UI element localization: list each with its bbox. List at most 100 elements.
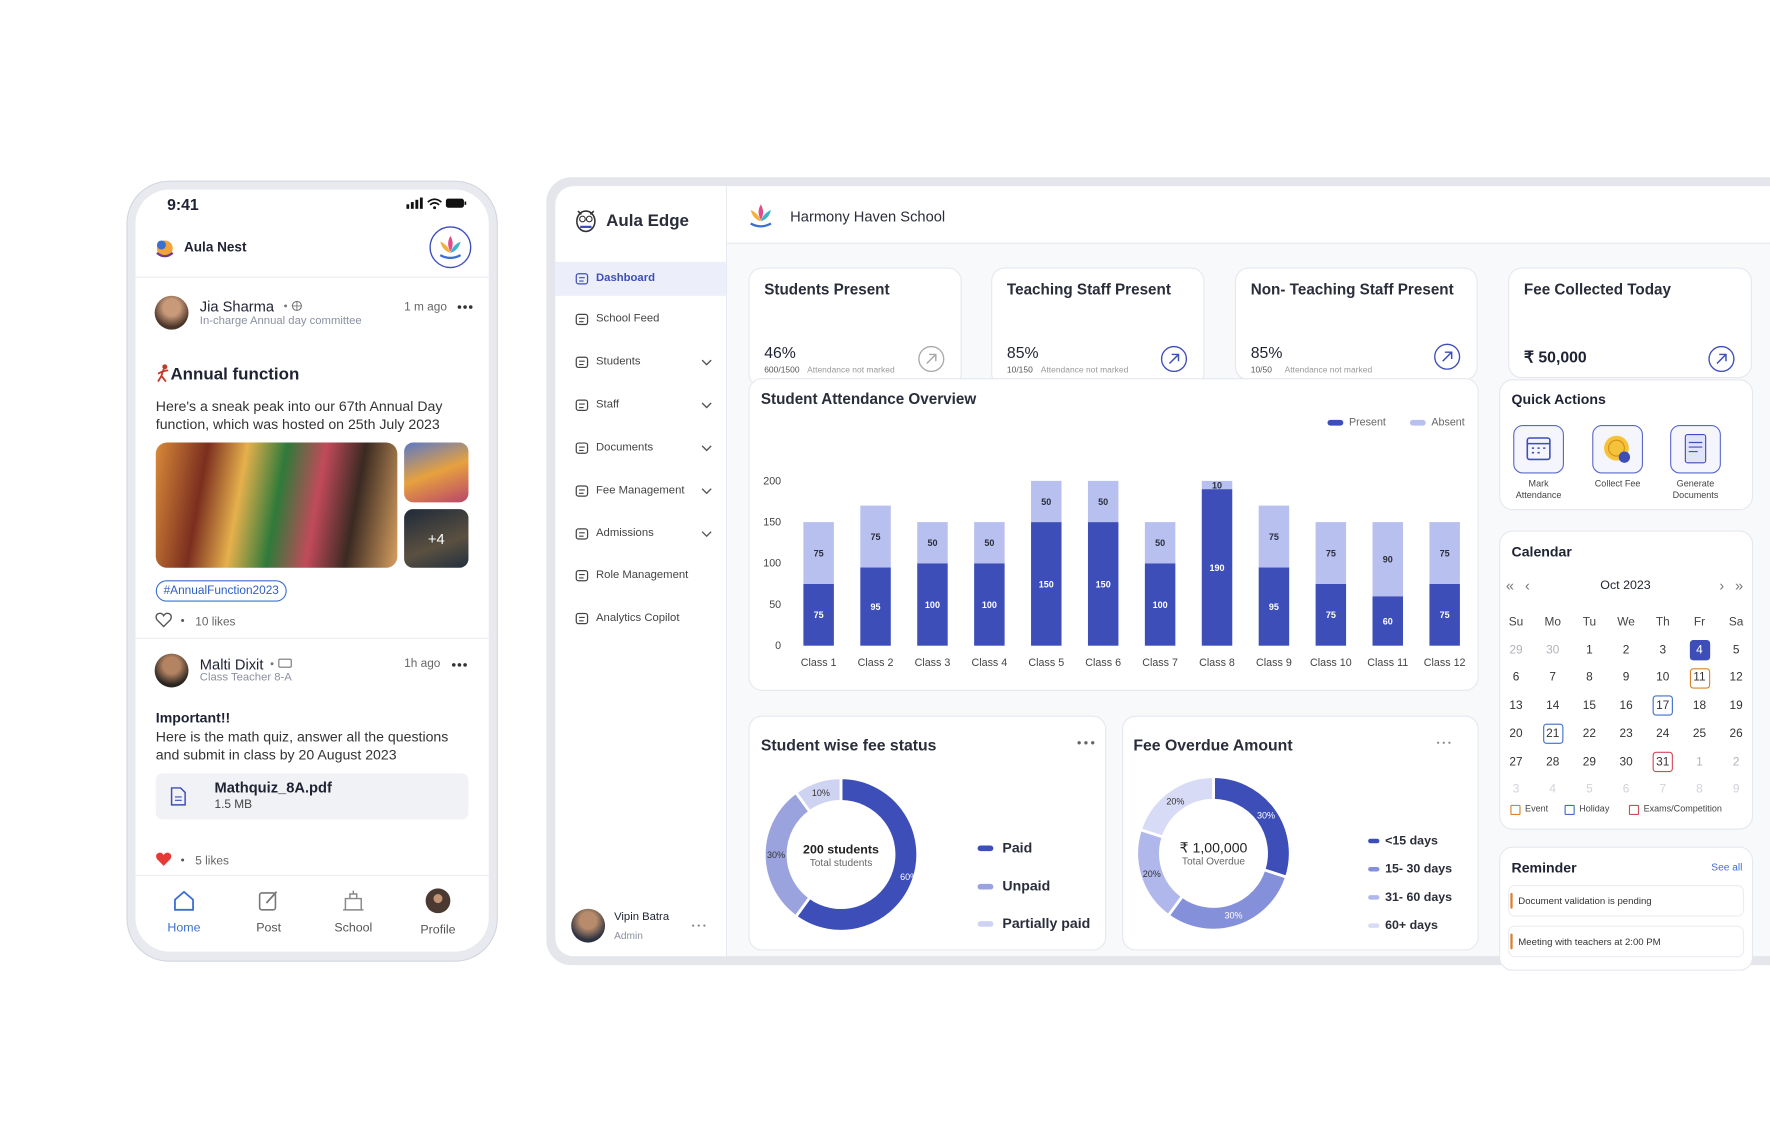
chevron[interactable] [701, 488, 712, 496]
calendar-day[interactable]: 10 [1656, 671, 1670, 685]
calendar-day[interactable]: 12 [1729, 671, 1743, 685]
prev-year[interactable]: « [1505, 576, 1515, 594]
calendar-day[interactable]: 2 [1732, 754, 1740, 769]
nav-label[interactable]: Profile [420, 923, 456, 937]
calendar-day[interactable]: 1 [1586, 643, 1593, 657]
calendar-day[interactable]: 29 [1582, 754, 1596, 769]
quick-action-icon[interactable] [1513, 424, 1565, 474]
calendar-day[interactable]: 26 [1729, 726, 1743, 741]
calendar-day[interactable]: 21 [1542, 723, 1563, 745]
calendar-day[interactable]: 19 [1729, 698, 1743, 713]
icon-circle [1077, 741, 1081, 745]
icon-circle [463, 305, 467, 309]
user-menu[interactable] [691, 922, 707, 929]
chevron[interactable] [701, 531, 712, 539]
calendar-day[interactable]: 4 [1549, 782, 1557, 797]
stat-open[interactable] [918, 345, 945, 373]
calendar-day[interactable]: 22 [1582, 726, 1596, 741]
calendar-day[interactable]: 27 [1509, 754, 1523, 769]
card-menu[interactable] [1076, 739, 1096, 746]
nav-label[interactable]: School [334, 921, 373, 935]
menu-item[interactable]: Analytics Copilot [596, 611, 680, 625]
calendar-day[interactable]: 6 [1622, 782, 1630, 797]
calendar-day[interactable]: 18 [1692, 698, 1707, 713]
calendar-day[interactable]: 24 [1656, 726, 1670, 741]
chevron[interactable] [701, 359, 712, 367]
nav-icon[interactable] [341, 888, 366, 913]
menu-item[interactable]: Staff [596, 398, 620, 411]
calendar-day[interactable]: 28 [1546, 754, 1560, 769]
segment-label: 30% [767, 850, 785, 860]
calendar-day[interactable]: 3 [1512, 782, 1520, 797]
calendar-day[interactable]: 16 [1619, 698, 1633, 713]
more-photos[interactable]: +4 [404, 509, 469, 568]
card-menu[interactable] [1436, 739, 1452, 746]
chevron[interactable] [701, 402, 712, 410]
post-menu[interactable] [456, 303, 474, 312]
nav-label[interactable]: Home [167, 921, 201, 935]
next-year[interactable]: » [1735, 576, 1744, 594]
menu-item[interactable]: School Feed [596, 312, 660, 326]
stat-detail: 10/50 [1250, 364, 1272, 375]
calendar-day[interactable]: 31 [1652, 751, 1673, 772]
like-button[interactable] [155, 612, 173, 628]
calendar-day[interactable]: 23 [1619, 726, 1633, 741]
calendar-day[interactable]: 20 [1509, 726, 1523, 741]
prev-month[interactable]: ‹ [1525, 576, 1530, 594]
calendar-day[interactable]: 6 [1512, 671, 1520, 685]
menu-item[interactable]: Documents [596, 441, 654, 454]
calendar-day[interactable]: 2 [1622, 643, 1630, 657]
school-avatar[interactable] [429, 226, 472, 269]
chevron[interactable] [701, 445, 712, 453]
post-menu[interactable] [450, 660, 468, 669]
calendar-day[interactable]: 5 [1732, 643, 1740, 657]
calendar-day[interactable]: 9 [1622, 671, 1630, 685]
calendar-day[interactable]: 17 [1652, 695, 1673, 717]
calendar-day[interactable]: 29 [1509, 643, 1523, 657]
stat-open[interactable] [1434, 343, 1461, 370]
calendar-day[interactable]: 11 [1689, 667, 1710, 689]
calendar-day[interactable]: 8 [1586, 671, 1593, 685]
attachment[interactable] [155, 773, 469, 820]
reminder-item[interactable] [1508, 885, 1745, 917]
nav-icon[interactable] [425, 888, 451, 914]
stat-open[interactable] [1708, 345, 1735, 373]
stat-open[interactable] [1160, 345, 1188, 373]
reminder-item[interactable] [1508, 925, 1745, 958]
see-all-link[interactable]: See all [1711, 861, 1743, 873]
nav-label[interactable]: Post [256, 921, 282, 935]
icon-rect [1526, 437, 1551, 461]
calendar-day[interactable]: 30 [1619, 754, 1633, 769]
post-photo[interactable] [155, 442, 398, 568]
bar-value-label: 100 [1153, 600, 1168, 610]
quick-action-icon[interactable] [1670, 424, 1722, 474]
calendar-day[interactable]: 15 [1582, 698, 1596, 713]
nav-icon[interactable] [256, 888, 281, 913]
menu-item[interactable]: Students [596, 355, 641, 368]
calendar-day[interactable]: 25 [1692, 726, 1707, 741]
menu-item[interactable]: Admissions [596, 527, 654, 540]
quick-action-icon[interactable] [1592, 424, 1644, 474]
calendar-day[interactable]: 8 [1696, 782, 1703, 797]
menu-item[interactable]: Fee Management [596, 484, 685, 497]
calendar-day[interactable]: 7 [1659, 782, 1667, 797]
quick-action-label[interactable]: Collect Fee [1594, 478, 1641, 489]
menu-item[interactable]: Role Management [596, 568, 689, 582]
nav-icon[interactable] [172, 888, 197, 913]
calendar-day[interactable]: 4 [1689, 640, 1710, 661]
calendar-day[interactable]: 1 [1696, 754, 1703, 769]
quick-action-label[interactable]: Mark Attendance [1515, 478, 1562, 501]
next-month[interactable]: › [1719, 576, 1725, 594]
post-photo[interactable] [404, 442, 469, 503]
menu-item[interactable]: Dashboard [596, 272, 655, 285]
calendar-day[interactable]: 30 [1546, 643, 1560, 657]
calendar-day[interactable]: 14 [1546, 698, 1560, 713]
hashtag[interactable]: #AnnualFunction2023 [155, 580, 287, 602]
like-button[interactable] [155, 851, 173, 867]
calendar-day[interactable]: 13 [1509, 698, 1523, 713]
quick-action-label[interactable]: Generate Documents [1672, 478, 1719, 501]
calendar-day[interactable]: 5 [1586, 782, 1593, 797]
calendar-day[interactable]: 7 [1549, 671, 1557, 685]
calendar-day[interactable]: 3 [1659, 643, 1667, 657]
calendar-day[interactable]: 9 [1732, 782, 1740, 797]
